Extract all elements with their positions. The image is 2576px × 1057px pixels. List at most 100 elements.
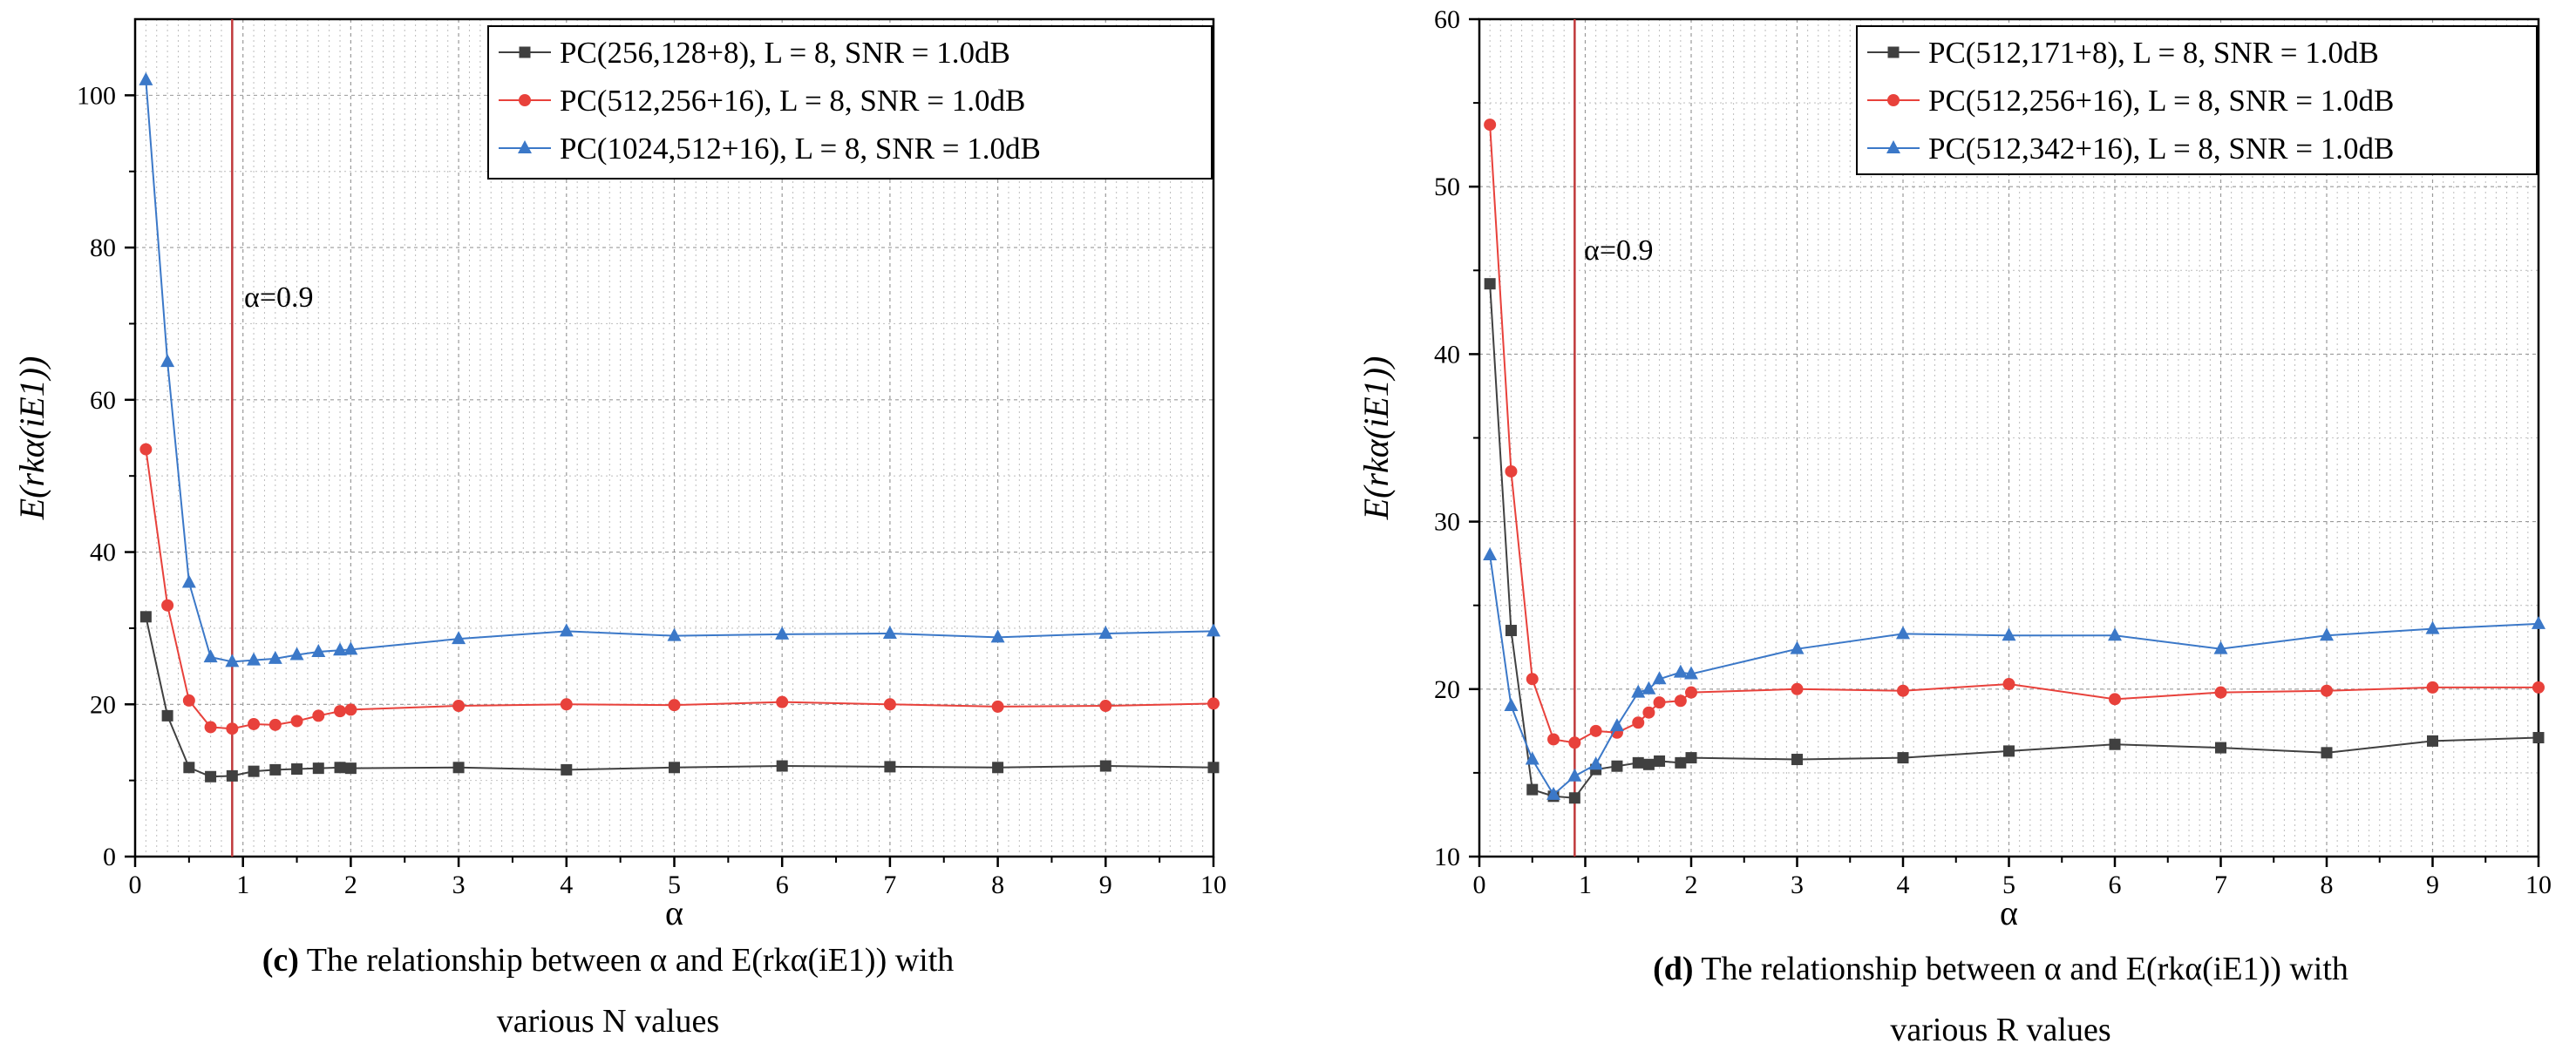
data-point (1897, 684, 1909, 697)
legend-marker (1887, 94, 1900, 106)
data-point (2213, 640, 2228, 654)
data-point (2109, 693, 2121, 706)
data-point (776, 695, 789, 708)
data-point (1589, 724, 1602, 737)
data-point (2215, 742, 2226, 754)
data-point (161, 599, 174, 612)
data-point (561, 763, 573, 776)
data-point (1673, 664, 1688, 678)
data-point (1546, 786, 1561, 800)
x-tick-label: 0 (1473, 871, 1486, 899)
data-point (183, 762, 195, 774)
data-point (1207, 762, 1220, 774)
series-1 (139, 611, 1220, 783)
data-point (1685, 686, 1697, 699)
data-point (2321, 747, 2333, 759)
data-point (1526, 673, 1539, 686)
x-tick-label: 6 (776, 871, 789, 899)
data-point (1099, 760, 1111, 772)
data-point (992, 762, 1004, 774)
data-point (1207, 697, 1220, 710)
chart-panel-c: 0 1 2 3 4 5 6 7 8 9 10020406080100αE(rkα(iE1))α=0.… (12, 17, 1227, 932)
caption-c-label: (c) (262, 942, 299, 979)
legend-label: PC(512,342+16), L = 8, SNR = 1.0dB (1928, 132, 2394, 166)
data-point (1206, 623, 1220, 637)
data-point (1099, 700, 1112, 713)
legend-box (487, 25, 1213, 180)
legend-marker (1887, 46, 1900, 58)
legend-label: PC(512,256+16), L = 8, SNR = 1.0dB (560, 84, 1025, 118)
x-tick-label: 1 (236, 871, 249, 899)
data-point (344, 703, 357, 716)
x-tick-label: 3 (452, 871, 466, 899)
data-point (226, 769, 238, 782)
data-point (560, 698, 573, 711)
data-point (1685, 752, 1697, 764)
legend-marker (518, 140, 532, 153)
data-point (1675, 756, 1687, 769)
y-tick-label: 60 (90, 386, 116, 415)
x-tick-label: 10 (2525, 871, 2552, 899)
data-point (1505, 625, 1517, 637)
data-point (1642, 758, 1655, 770)
x-tick-label: 8 (2321, 871, 2334, 899)
data-point (2532, 732, 2545, 744)
data-point (1588, 756, 1603, 770)
caption-d-2: various R values (1473, 1011, 2528, 1049)
x-tick-label: 9 (2426, 871, 2439, 899)
caption-c-line1: The relationship between α and E(rkα(iE1… (306, 942, 955, 979)
data-point (2109, 738, 2121, 750)
data-point (1484, 278, 1496, 290)
y-axis-title: E(rkα(iE1)) (12, 356, 51, 521)
data-point (312, 709, 325, 722)
data-point (1632, 716, 1645, 729)
data-point (2425, 620, 2440, 634)
series-2 (139, 443, 1220, 735)
x-tick-label: 4 (1897, 871, 1910, 899)
data-point (1526, 783, 1539, 796)
data-point (225, 654, 240, 667)
data-point (1568, 792, 1580, 804)
series-2 (1484, 119, 2545, 749)
legend-label: PC(512,256+16), L = 8, SNR = 1.0dB (1928, 84, 2394, 118)
data-point (1652, 671, 1667, 685)
data-point (1484, 119, 1497, 132)
x-tick-label: 2 (1685, 871, 1698, 899)
data-point (1609, 718, 1624, 732)
data-point (1896, 626, 1910, 640)
data-point (334, 705, 347, 718)
data-point (160, 354, 175, 368)
data-point (2214, 686, 2227, 699)
legend-label: PC(1024,512+16), L = 8, SNR = 1.0dB (560, 132, 1041, 166)
data-point (248, 765, 260, 777)
legend-marker (519, 46, 531, 58)
x-tick-label: 7 (883, 871, 896, 899)
annotation-label: α=0.9 (244, 281, 314, 314)
y-tick-label: 40 (1434, 340, 1460, 369)
caption-c: (c) The relationship between α and E(rkα… (100, 941, 1116, 979)
data-point (776, 760, 788, 772)
data-point (226, 722, 239, 735)
data-point (1897, 752, 1909, 764)
data-point (1504, 698, 1519, 712)
x-axis-title: α (2000, 893, 2018, 932)
data-point (139, 443, 153, 456)
data-point (289, 647, 304, 661)
data-point (1791, 682, 1804, 695)
series-line (1489, 554, 2539, 796)
data-point (203, 649, 218, 663)
y-tick-label: 50 (1434, 173, 1460, 201)
data-point (667, 627, 682, 641)
data-point (333, 642, 348, 656)
data-point (311, 643, 326, 657)
data-point (882, 626, 897, 640)
x-tick-label: 10 (1200, 871, 1227, 899)
data-point (139, 611, 152, 623)
data-point (452, 631, 466, 645)
x-tick-label: 0 (129, 871, 142, 899)
legend: PC(256,128+8), L = 8, SNR = 1.0dB PC(512,… (487, 25, 1213, 180)
x-tick-label: 4 (560, 871, 573, 899)
x-tick-label: 1 (1579, 871, 1592, 899)
data-point (269, 763, 282, 776)
data-point (559, 623, 574, 637)
